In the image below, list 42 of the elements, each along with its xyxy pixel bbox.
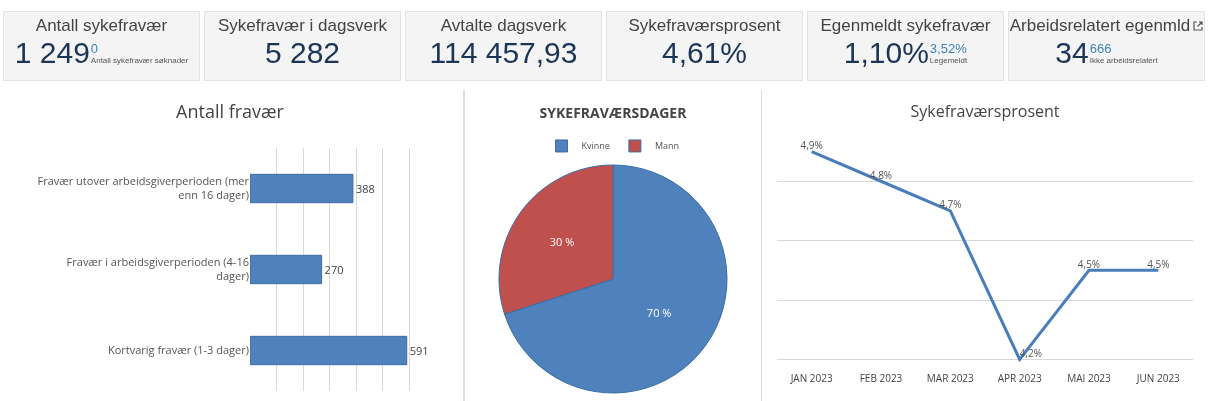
data-label: 270 — [324, 262, 344, 277]
x-tick-label: FEB 2023 — [859, 371, 903, 385]
chart-title: SYKEFRAVÆRSDAGER — [539, 103, 688, 123]
legend-label: Mann — [654, 139, 680, 153]
data-label: 591 — [409, 343, 429, 359]
category-label: Arbeidsrelatert egenmld — [1009, 16, 1192, 36]
text: Ikke arbeidsrelatert — [1089, 56, 1158, 65]
data-label: 4,9% — [800, 138, 823, 153]
text: 1,10% — [843, 36, 929, 69]
text: 3,52% — [929, 41, 967, 56]
legend-label: Kvinne — [581, 139, 610, 153]
text: 114 457,93 — [429, 36, 578, 69]
text: 34 — [1055, 36, 1089, 69]
text: Antall sykefravær søknader — [90, 56, 189, 65]
text: 666 — [1089, 41, 1112, 56]
category-label: Sykefravær i dagsverk — [216, 16, 389, 36]
text: 5 282 — [264, 36, 341, 69]
chart-title: Antall fravær — [176, 99, 285, 124]
category-label: Avtalte dagsverk — [439, 16, 568, 36]
category-label: Antall sykefravær — [34, 16, 169, 36]
data-label: 4,7% — [939, 197, 962, 212]
category-label: Sykefraværsprosent — [627, 16, 782, 36]
text: 1 249 — [14, 36, 90, 69]
x-tick-label: MAR 2023 — [926, 371, 975, 385]
chart-title: Sykefraværsprosent — [910, 99, 1060, 122]
x-tick-label: JAN 2023 — [789, 371, 833, 385]
x-tick-label: APR 2023 — [997, 371, 1042, 385]
category-label: Egenmeldt sykefravær — [819, 16, 992, 36]
x-tick-label: JUN 2023 — [1135, 371, 1181, 385]
data-label: 4,5% — [1147, 256, 1170, 271]
data-label: 70 % — [646, 305, 672, 320]
y-tick-label: Fravær i arbeidsgiverperioden (4-16 dager) — [66, 254, 249, 284]
data-label: 388 — [355, 181, 375, 197]
data-label: 4,8% — [869, 167, 893, 182]
text: 4,61% — [661, 36, 748, 69]
data-label: 4,5% — [1077, 256, 1101, 271]
text: Legemeldt — [929, 56, 968, 65]
data-label: 30 % — [549, 234, 575, 250]
text: 0 — [90, 41, 99, 56]
y-tick-label: Fravær utover arbeidsgiverperioden (mer enn 16 dager) — [37, 173, 250, 203]
y-tick-label: Kortvarig fravær (1-3 dager) — [107, 342, 249, 358]
x-tick-label: MAI 2023 — [1067, 371, 1112, 385]
